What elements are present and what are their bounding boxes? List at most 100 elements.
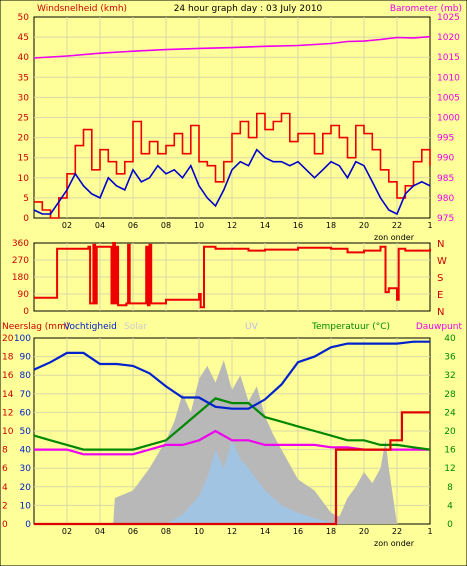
wind-y-tick: 5 <box>23 194 29 204</box>
direction-y-tick: 90 <box>18 290 30 300</box>
humidity-x-tick-10: 10 <box>194 527 204 536</box>
wind-x-tick-14: 14 <box>260 221 270 230</box>
humidity-y-tick: 50 <box>20 427 32 437</box>
compass-label-N: N <box>437 239 444 250</box>
barometer-y-tick: 1015 <box>437 53 460 63</box>
series-solar-area <box>34 360 414 524</box>
wind-y-tick: 50 <box>18 13 30 23</box>
barometer-y-tick: 1020 <box>437 33 460 43</box>
rain-y-tick: 8 <box>2 446 8 456</box>
humidity-x-tick-22: 22 <box>392 527 402 536</box>
rain-y-tick: 18 <box>2 353 14 363</box>
rain-y-tick: 4 <box>2 483 8 493</box>
temperature-y-tick: 28 <box>444 390 456 400</box>
barometer-y-tick: 975 <box>437 214 454 224</box>
humidity-x-tick-12: 12 <box>227 527 237 536</box>
rain-y-tick: 10 <box>2 427 14 437</box>
sunset-label-1: zon onder <box>374 233 415 242</box>
compass-label-S: S <box>437 273 443 284</box>
rain-y-tick: 20 <box>2 334 14 344</box>
rain-y-tick: 2 <box>2 501 8 511</box>
wind-y-tick: 30 <box>18 93 30 103</box>
temperature-y-tick: 16 <box>444 446 456 456</box>
wind-x-tick-08: 08 <box>161 221 171 230</box>
barometer-y-tick: 1010 <box>437 73 460 83</box>
temperature-y-tick: 12 <box>444 464 455 474</box>
humidity-x-tick-06: 06 <box>128 527 138 536</box>
temperature-axis-title: Temperatuur (°C) <box>311 322 390 332</box>
humidity-y-tick: 30 <box>20 464 32 474</box>
temperature-y-tick: 36 <box>444 353 456 363</box>
wind-x-tick-1: 1 <box>427 221 432 230</box>
humidity-x-tick-1: 1 <box>427 527 432 536</box>
rain-y-tick: 14 <box>2 390 14 400</box>
rain-y-tick: 6 <box>2 464 8 474</box>
wind-y-tick: 0 <box>23 214 29 224</box>
barometer-y-tick: 995 <box>437 134 454 144</box>
temperature-y-tick: 40 <box>444 334 456 344</box>
barometer-y-tick: 1005 <box>437 93 460 103</box>
wind-series-barometer <box>33 35 431 59</box>
barometer-y-tick: 1025 <box>437 13 460 23</box>
barometer-axis-title: Barometer (mb) <box>390 4 462 14</box>
wind-y-tick: 45 <box>18 33 29 43</box>
compass-label-E: E <box>437 290 443 301</box>
humidity-x-tick-18: 18 <box>326 527 336 536</box>
humidity-y-tick: 60 <box>20 408 32 418</box>
wind-y-tick: 20 <box>18 134 30 144</box>
wind-x-tick-04: 04 <box>95 221 105 230</box>
wind-series-wind_avg <box>33 148 431 216</box>
humidity-x-tick-02: 02 <box>62 527 72 536</box>
humidity-y-tick: 100 <box>14 334 31 344</box>
humidity-x-tick-16: 16 <box>293 527 303 536</box>
wind-x-tick-06: 06 <box>128 221 138 230</box>
wind-y-tick: 35 <box>18 73 29 83</box>
series-neerslag-mm-line <box>34 411 430 526</box>
humidity-y-tick: 20 <box>20 483 32 493</box>
humidity-x-tick-08: 08 <box>161 527 171 536</box>
series-vochtigheid-line <box>33 340 430 410</box>
uv-legend-label: UV <box>245 322 259 332</box>
temperature-y-tick: 8 <box>447 483 453 493</box>
wind-x-tick-02: 02 <box>62 221 72 230</box>
wind-direction-line <box>34 242 431 309</box>
barometer-y-tick: 990 <box>437 154 454 164</box>
wind-x-tick-18: 18 <box>326 221 336 230</box>
rain-y-tick: 12 <box>2 408 13 418</box>
humidity-x-tick-20: 20 <box>359 527 369 536</box>
series-uv-area <box>34 440 430 524</box>
humidity-x-tick-14: 14 <box>260 527 270 536</box>
wind-axis-title: Windsnelheid (kmh) <box>37 4 127 14</box>
wind-y-tick: 40 <box>18 53 30 63</box>
temperature-y-tick: 4 <box>447 501 453 511</box>
wind-x-tick-10: 10 <box>194 221 204 230</box>
humidity-y-tick: 80 <box>20 371 32 381</box>
wind-y-tick: 10 <box>18 174 30 184</box>
barometer-y-tick: 985 <box>437 174 454 184</box>
barometer-y-tick: 1000 <box>437 114 460 124</box>
temperature-y-tick: 24 <box>444 408 456 418</box>
temperature-y-tick: 20 <box>444 427 456 437</box>
wind-series-wind_gust <box>34 112 431 219</box>
wind-x-tick-22: 22 <box>392 221 402 230</box>
sunset-label-3: zon onder <box>374 539 415 548</box>
wind-x-tick-16: 16 <box>293 221 303 230</box>
humidity-y-tick: 40 <box>20 446 32 456</box>
humidity-y-tick: 70 <box>20 390 32 400</box>
humidity-y-tick: 10 <box>20 501 32 511</box>
temperature-y-tick: 0 <box>447 520 453 530</box>
chart-title: 24 hour graph day : 03 July 2010 <box>174 4 323 14</box>
barometer-y-tick: 980 <box>437 194 454 204</box>
wind-y-tick: 15 <box>18 154 29 164</box>
humidity-y-tick: 0 <box>25 520 31 530</box>
rain-y-tick: 16 <box>2 371 14 381</box>
rain-y-tick: 0 <box>2 520 8 530</box>
wind-x-tick-12: 12 <box>227 221 237 230</box>
series-temperatuur-c-line <box>33 397 431 451</box>
temperature-y-tick: 32 <box>444 371 455 381</box>
compass-label-W: W <box>437 256 447 267</box>
direction-y-tick: 360 <box>12 239 29 249</box>
wind-x-tick-20: 20 <box>359 221 369 230</box>
solar-legend-label: Solar <box>124 322 147 332</box>
